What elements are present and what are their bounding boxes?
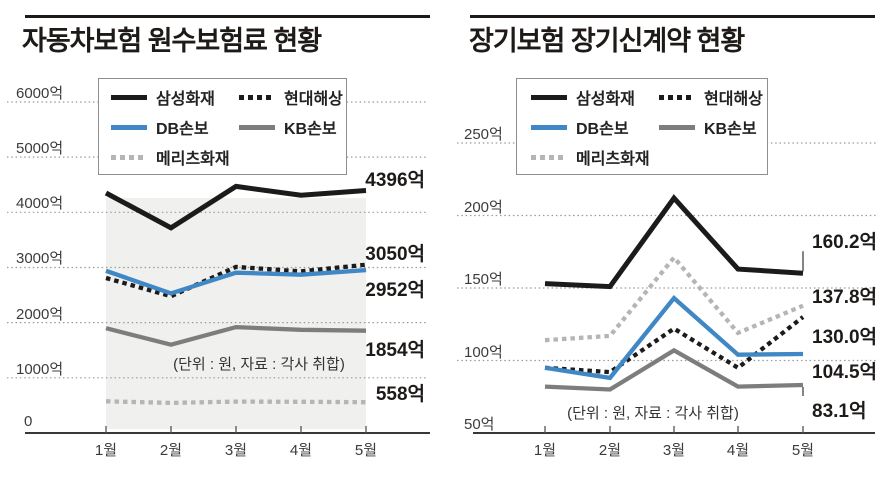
series-line-현대해상 [105,262,367,299]
legend-label: DB손보 [576,121,629,138]
series-end-value-label: 2952억 [365,280,425,302]
y-axis-tick-label: 250억 [464,126,503,143]
y-axis-tick-label: 2000억 [16,305,64,323]
series-end-value-label: 83.1억 [812,401,867,422]
series-line-DB손보 [105,267,367,296]
line-sample-solid-gray [239,124,275,130]
series-end-value-label: 130.0억 [812,327,878,348]
series-end-value-label: 3050억 [365,243,425,265]
legend-item-kb: KB손보 [659,116,757,138]
legend-label: 메리츠화재 [576,151,650,168]
x-axis-month-label: 1월 [533,442,557,459]
legend-label: 삼성화재 [156,91,215,108]
line-sample-dotted-lightgray [111,154,147,160]
y-axis-tick-label: 6000억 [16,84,64,102]
series-line-현대해상 [544,315,805,375]
x-axis-month-label: 2월 [598,442,622,459]
series-end-value-label: 137.8억 [812,286,878,308]
y-axis-tick-label: 5000억 [16,140,64,158]
legend-label: KB손보 [284,121,337,138]
series-end-value-label: 1854억 [365,339,425,361]
legend-label: 현대해상 [704,91,763,108]
legend-item-kb: KB손보 [239,116,337,138]
legend-item-samsung: 삼성화재 [531,86,635,108]
y-axis-tick-label: 200억 [464,198,503,216]
line-sample-solid-black [531,94,567,100]
series-line-KB손보 [105,324,367,347]
line-sample-dotted-lightgray [531,154,567,160]
legend: 삼성화재 현대해상 DB손보 KB손보 메리츠화재 [516,78,768,175]
legend-item-meritz: 메리츠화재 [531,146,650,168]
y-axis-tick-label: 150억 [464,271,503,288]
page-title: 장기보험 장기신계약 현황 [469,26,745,56]
x-axis-month-label: 3월 [224,442,248,459]
series-end-value-label: 4396억 [365,170,425,192]
line-sample-solid-blue [531,124,567,130]
series-end-value-label: 558억 [375,384,425,406]
x-axis-month-label: 5월 [791,442,815,459]
series-end-value-label: 160.2억 [812,232,878,254]
series-line-삼성화재 [544,194,804,290]
y-axis-tick-label: 1000억 [16,360,64,378]
legend-item-db: DB손보 [111,116,209,138]
unit-source-note: (단위 : 원, 자료 : 각사 취합) [567,405,739,422]
legend-item-hyundai: 현대해상 [239,86,343,108]
y-axis-tick-label: 50억 [464,416,495,433]
line-sample-solid-gray [659,124,695,130]
x-axis-month-label: 4월 [289,442,313,459]
y-axis-tick-label: 0 [24,413,33,430]
series-line-메리츠화재 [544,254,804,343]
legend-item-samsung: 삼성화재 [111,86,215,108]
x-axis-month-label: 5월 [354,442,378,459]
series-line-DB손보 [544,294,804,381]
series-end-value-label: 104.5억 [812,361,878,383]
legend-item-hyundai: 현대해상 [659,86,763,108]
line-sample-solid-black [111,94,147,100]
legend-label: 현대해상 [284,91,343,108]
line-sample-solid-blue [111,124,147,130]
plot-band [106,197,366,430]
line-sample-dotted-black [239,94,275,100]
y-axis-tick-label: 100억 [464,343,503,361]
legend-label: 삼성화재 [576,91,635,108]
title-rule [25,15,430,18]
series-line-메리츠화재 [105,399,367,406]
unit-source-note: (단위 : 원, 자료 : 각사 취합) [173,356,345,373]
legend-label: KB손보 [704,121,757,138]
legend-label: DB손보 [156,121,209,138]
series-line-KB손보 [544,347,804,392]
legend-item-db: DB손보 [531,116,629,138]
title-rule [470,15,875,18]
page-title: 자동차보험 원수보험료 현황 [22,26,322,56]
y-axis-tick-label: 4000억 [16,195,64,213]
y-axis-tick-label: 3000억 [16,250,64,268]
x-axis-month-label: 2월 [159,442,183,459]
x-axis-month-label: 1월 [94,442,118,459]
legend-label: 메리츠화재 [156,151,230,168]
line-sample-dotted-black [659,94,695,100]
series-line-삼성화재 [104,183,367,231]
legend: 삼성화재 현대해상 DB손보 KB손보 메리츠화재 [98,78,347,175]
x-axis-month-label: 3월 [662,442,686,459]
legend-item-meritz: 메리츠화재 [111,146,230,168]
x-axis-month-label: 4월 [726,442,750,459]
